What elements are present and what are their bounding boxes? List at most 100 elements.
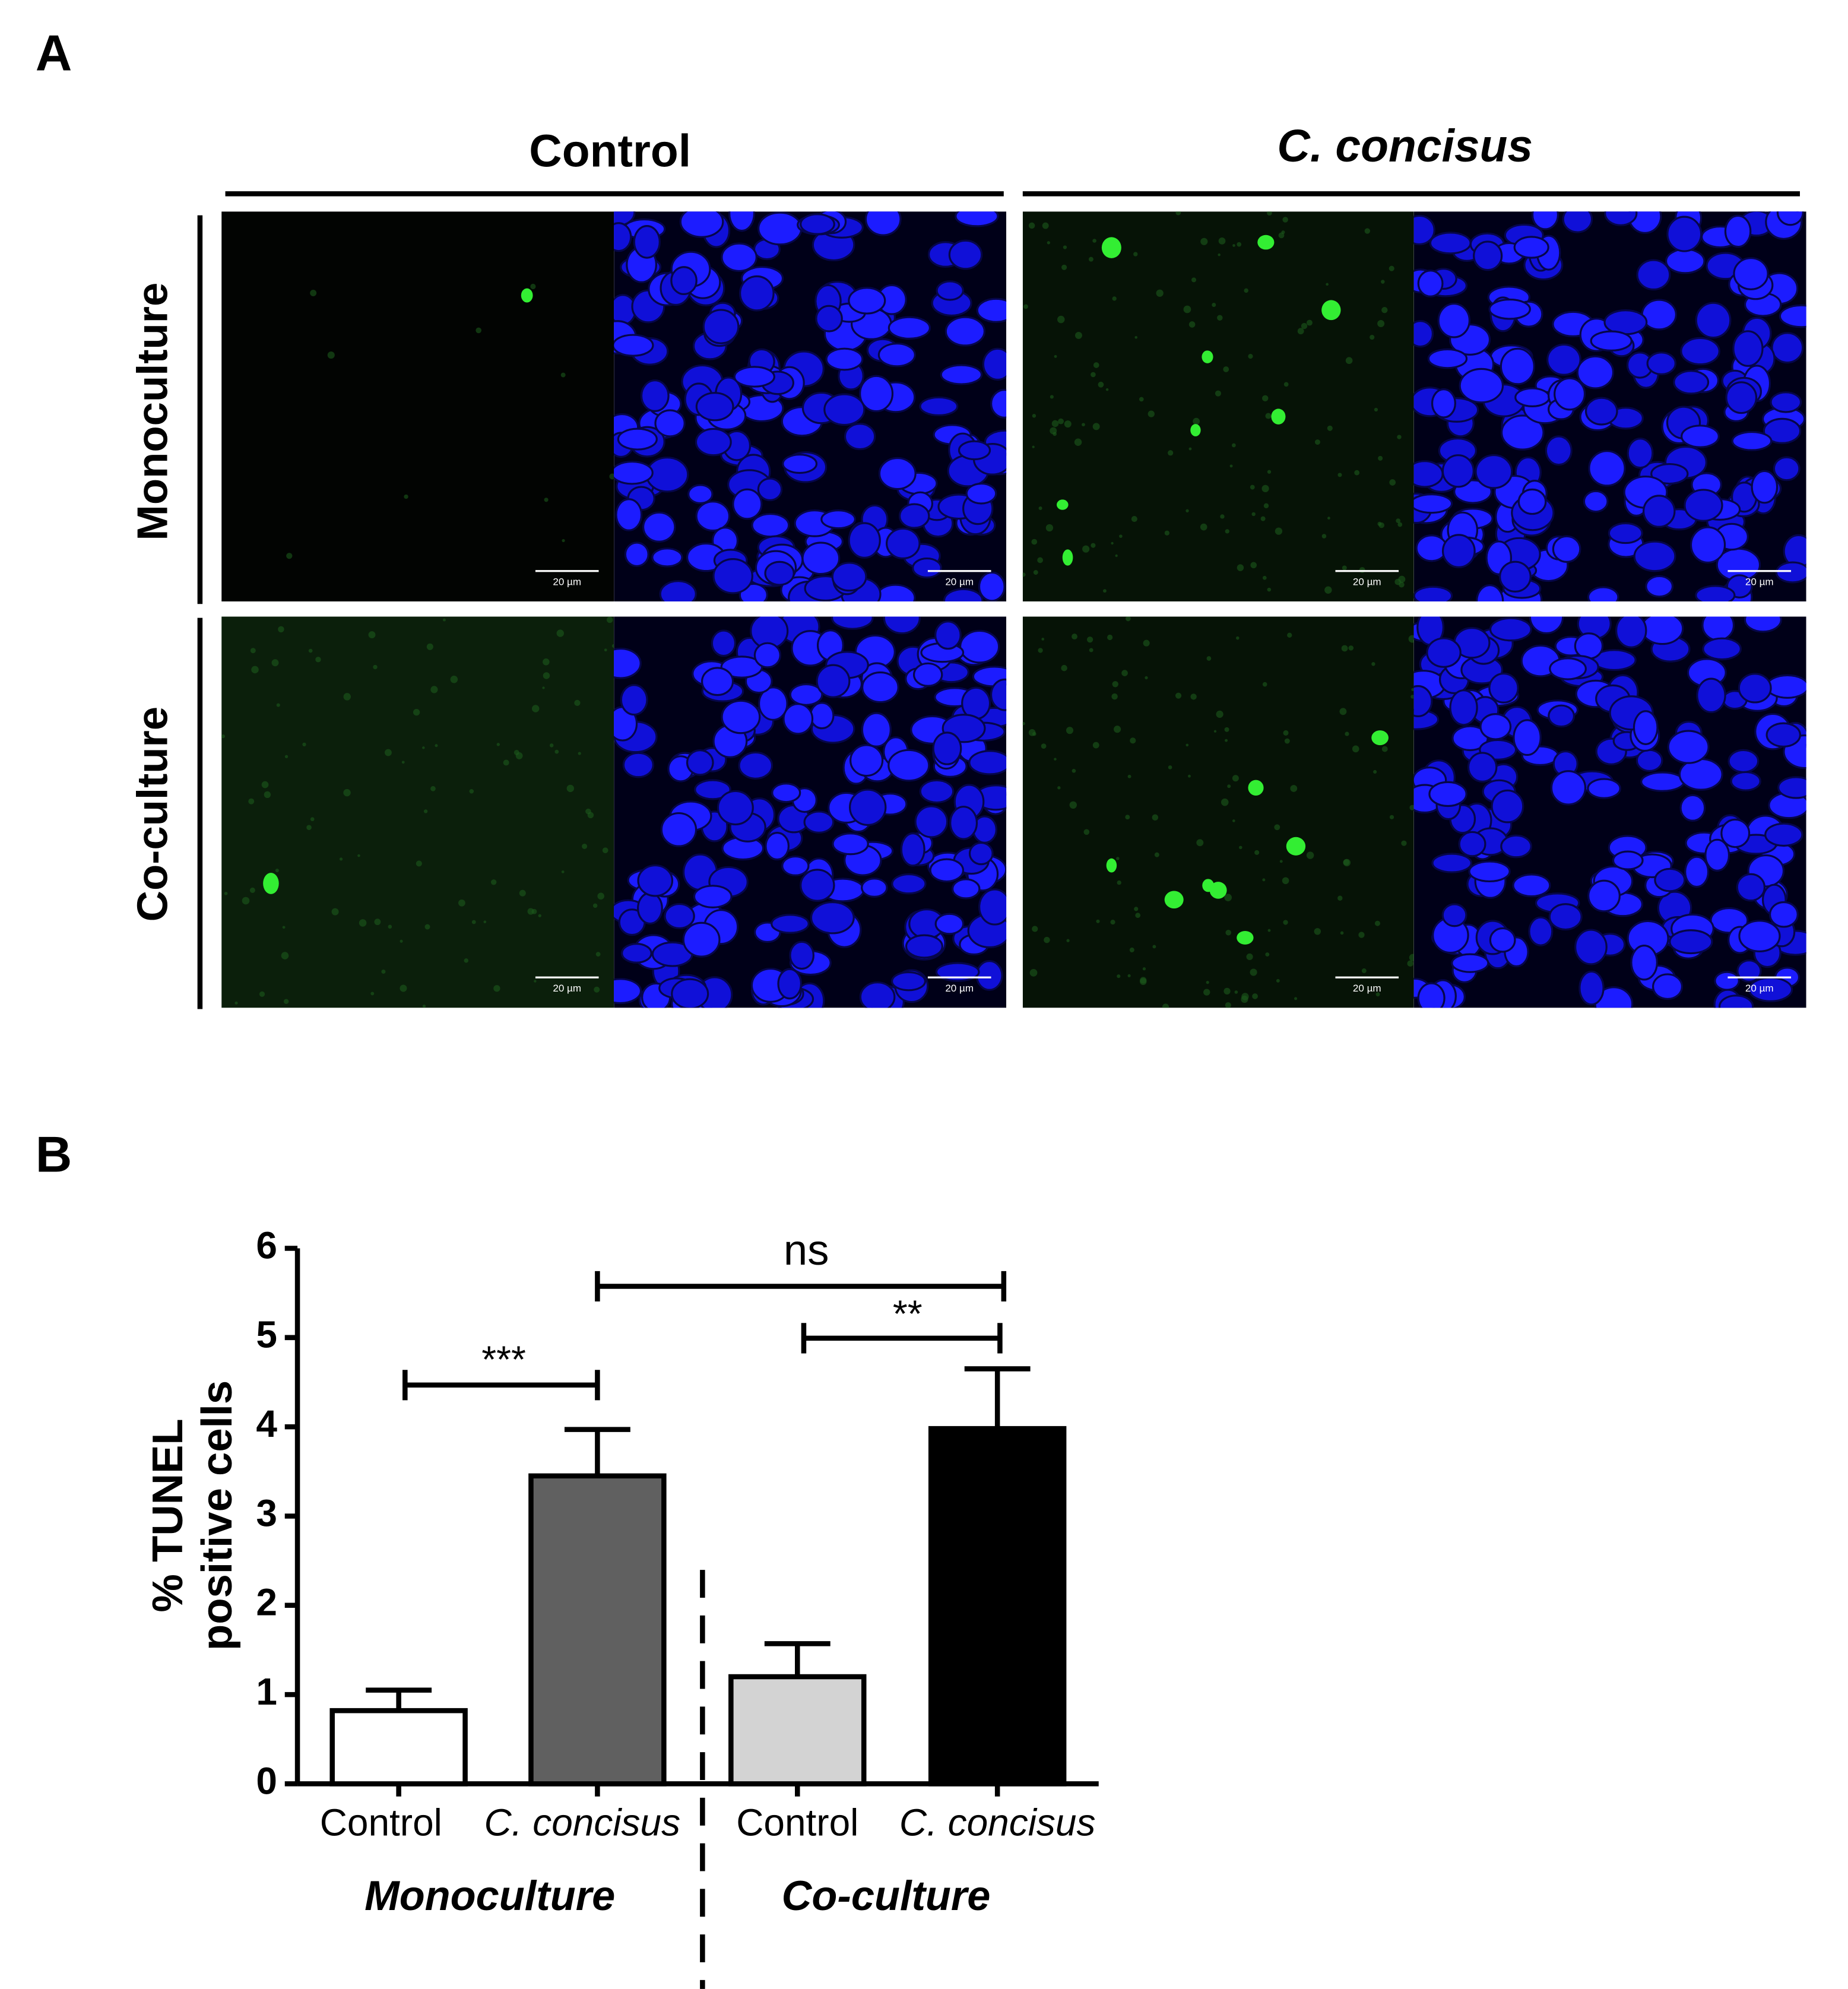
nucleus xyxy=(800,869,835,902)
micrograph: 20 µm xyxy=(221,211,614,601)
speckle xyxy=(388,924,392,929)
speckle xyxy=(562,539,565,543)
column-header: Control xyxy=(529,126,691,177)
nucleus xyxy=(965,482,997,505)
speckle xyxy=(1223,366,1229,372)
speckle xyxy=(385,749,392,756)
nucleus xyxy=(1765,722,1802,748)
nucleus xyxy=(1587,586,1619,601)
speckle xyxy=(458,899,465,907)
speckle xyxy=(1370,334,1375,340)
speckle xyxy=(1098,381,1104,388)
speckle xyxy=(464,958,468,963)
nucleus xyxy=(809,702,835,730)
nucleus xyxy=(1578,970,1605,1006)
nucleus xyxy=(912,557,942,579)
speckle xyxy=(1262,395,1269,402)
speckle xyxy=(1032,926,1038,932)
nucleus xyxy=(1499,560,1532,593)
scale-bar-label: 20 µm xyxy=(945,576,974,587)
speckle xyxy=(1131,516,1137,522)
speckle xyxy=(308,648,313,653)
nucleus xyxy=(1517,488,1547,515)
speckle xyxy=(1216,710,1223,718)
nucleus xyxy=(990,678,1007,711)
nucleus xyxy=(831,616,874,630)
speckle xyxy=(400,984,407,992)
speckle xyxy=(422,746,425,749)
speckle xyxy=(1057,315,1065,324)
nucleus xyxy=(771,783,801,803)
speckle xyxy=(1337,473,1342,477)
speckle xyxy=(1262,682,1267,687)
nucleus xyxy=(887,316,931,340)
speckle xyxy=(1183,305,1191,313)
speckle xyxy=(343,788,351,797)
speckle xyxy=(582,843,588,849)
nucleus xyxy=(633,225,661,259)
micrographs: 20 µm 20 µm 20 µm 20 µm 20 µm 20 µm 20 µm 20 µm xyxy=(221,211,1806,1008)
row-label: Monoculture xyxy=(128,283,176,541)
nucleus xyxy=(757,211,803,246)
nucleus xyxy=(1449,689,1478,726)
speckle xyxy=(1327,517,1330,520)
nucleus xyxy=(660,812,698,847)
speckle xyxy=(1314,928,1321,935)
nucleus xyxy=(1548,903,1583,931)
speckle xyxy=(1074,438,1082,446)
speckle xyxy=(597,892,604,900)
nucleus xyxy=(751,512,790,538)
speckle xyxy=(1374,920,1380,926)
nucleus xyxy=(935,962,980,982)
nucleus xyxy=(1608,522,1643,544)
scale-bar-label: 20 µm xyxy=(553,983,581,994)
nucleus xyxy=(1475,584,1504,601)
bar-chart: 0 1 2 3 4 5 6 Control C. concisus Control C. conci… xyxy=(256,1224,1099,1919)
nucleus xyxy=(955,211,999,227)
nucleus xyxy=(887,749,930,782)
speckle xyxy=(1252,993,1258,999)
nucleus xyxy=(1714,971,1740,991)
speckle xyxy=(1154,852,1159,857)
speckle xyxy=(531,705,540,712)
nucleus xyxy=(831,562,867,592)
nucleus xyxy=(1545,435,1573,466)
speckle xyxy=(1133,252,1138,256)
speckle xyxy=(1267,929,1271,932)
nucleus xyxy=(682,921,721,958)
nucleus xyxy=(849,744,884,777)
speckle xyxy=(374,919,381,926)
speckle xyxy=(1225,1002,1231,1008)
speckle xyxy=(1345,731,1349,736)
speckle xyxy=(493,985,500,992)
speckle xyxy=(1276,978,1280,983)
nucleus xyxy=(1669,929,1713,955)
nucleus xyxy=(1615,616,1647,648)
nucleus xyxy=(1627,438,1654,469)
nucleus xyxy=(1554,377,1586,411)
nucleus xyxy=(978,888,1007,926)
x-tick-label: Control xyxy=(320,1801,442,1844)
nucleus xyxy=(934,913,965,935)
nucleus xyxy=(1751,470,1779,504)
nucleus xyxy=(781,855,810,876)
speckle xyxy=(1058,418,1064,425)
speckle xyxy=(1105,388,1109,391)
nucleus xyxy=(1441,454,1475,488)
speckle xyxy=(1237,564,1244,571)
nucleus xyxy=(875,584,916,601)
nucleus xyxy=(733,366,775,388)
speckle xyxy=(1358,932,1365,938)
nucleus xyxy=(1548,704,1576,728)
speckle xyxy=(1250,968,1257,976)
speckle xyxy=(1047,241,1050,245)
bar xyxy=(329,1708,468,1787)
speckle xyxy=(327,351,335,359)
speckle xyxy=(1375,992,1380,997)
speckle xyxy=(1306,319,1313,326)
nucleus xyxy=(1765,674,1806,699)
nucleus xyxy=(615,498,643,531)
bar xyxy=(728,1674,867,1787)
speckle xyxy=(1267,211,1272,216)
nucleus xyxy=(1429,232,1472,255)
